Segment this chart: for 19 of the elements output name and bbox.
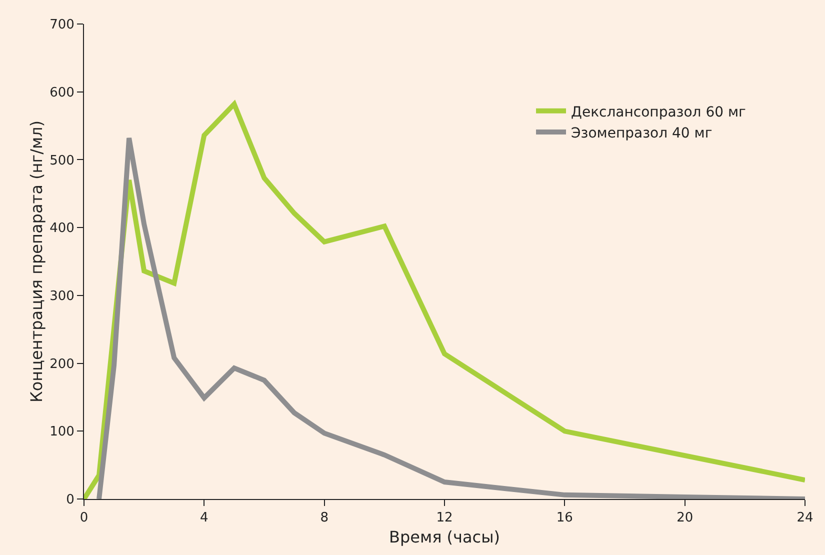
x-tick-label: 0 bbox=[80, 510, 88, 526]
legend-label: Декслансопразол 60 мг bbox=[571, 104, 746, 120]
legend-label: Эзомепразол 40 мг bbox=[571, 126, 712, 142]
y-tick-label: 500 bbox=[50, 153, 74, 168]
x-tick-label: 8 bbox=[320, 510, 328, 526]
x-tick-label: 16 bbox=[556, 510, 573, 526]
y-tick-label: 200 bbox=[50, 356, 74, 372]
x-axis-title: Время (часы) bbox=[389, 527, 500, 546]
y-tick-label: 0 bbox=[66, 492, 74, 508]
x-tick-label: 20 bbox=[676, 510, 694, 526]
x-tick-label: 12 bbox=[436, 510, 453, 526]
x-tick-label: 4 bbox=[200, 510, 208, 526]
y-tick-label: 600 bbox=[50, 85, 74, 100]
y-tick-label: 100 bbox=[50, 424, 74, 440]
y-tick-label: 700 bbox=[50, 18, 74, 33]
y-tick-label: 400 bbox=[50, 221, 74, 236]
y-axis-title: Концентрация препарата (нг/мл) bbox=[27, 120, 46, 403]
x-tick-label: 24 bbox=[796, 510, 814, 526]
y-tick-label: 300 bbox=[50, 288, 74, 304]
